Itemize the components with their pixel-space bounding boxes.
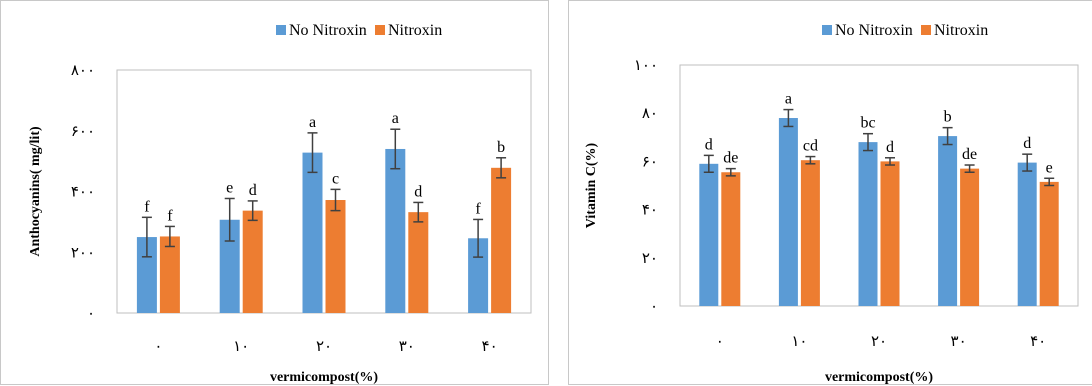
error-bar <box>247 200 258 222</box>
significance-letter: cd <box>803 138 818 155</box>
y-axis-title: Anthocyanins( mg/lit) <box>28 126 43 257</box>
error-bar <box>805 155 816 165</box>
x-category-label: ٠ <box>154 339 162 355</box>
bar-no-nitroxin <box>778 118 798 307</box>
error-bar <box>307 132 318 174</box>
x-category-label: ١٠ <box>233 339 249 355</box>
x-category-label: ٢٠ <box>316 339 332 355</box>
bar-nitroxin <box>960 168 980 306</box>
x-category-label: ۴٠ <box>482 339 498 355</box>
y-tick-label: ٢٠٠ <box>71 245 95 261</box>
y-tick-label: ۴٠ <box>642 203 658 219</box>
error-bar <box>141 216 152 258</box>
x-category-label: ٣٠ <box>399 339 415 355</box>
bar-nitroxin <box>1039 181 1059 306</box>
plot-area-frame <box>679 64 1079 307</box>
y-tick-label: ٠ <box>650 299 658 315</box>
x-category-label: ١٠ <box>791 334 807 350</box>
error-bar <box>703 154 714 173</box>
bar-no-nitroxin <box>699 163 719 306</box>
y-tick-label: ١٠٠ <box>634 58 658 74</box>
y-tick-label: ٨٠٠ <box>71 63 95 79</box>
bar-no-nitroxin <box>219 219 240 313</box>
bar-no-nitroxin <box>1017 162 1037 306</box>
legend-swatch-nitroxin <box>921 25 931 35</box>
error-bar <box>1022 153 1033 172</box>
significance-letter: a <box>392 110 399 127</box>
error-bar <box>164 225 175 248</box>
legend-label-no-nitroxin: No Nitroxin <box>289 22 367 39</box>
bar-no-nitroxin <box>302 152 323 313</box>
significance-letter: d <box>414 183 422 200</box>
y-axis-title: Vitamin C(%) <box>584 142 599 228</box>
x-category-label: ٠ <box>716 334 724 350</box>
error-bar <box>725 167 736 177</box>
anthocyanins-chart-panel: ٠ ٢٠٠ ۴٠٠ ۶٠٠ ٨٠٠ Anthocyanins( mg/lit) vermic… <box>0 0 549 385</box>
x-category-label: ۴٠ <box>1030 334 1046 350</box>
error-bar <box>942 126 953 146</box>
error-bar <box>1044 177 1055 187</box>
significance-letter: e <box>1046 159 1053 176</box>
error-bar <box>390 128 401 170</box>
error-bar <box>473 218 484 258</box>
error-bar <box>964 164 975 173</box>
x-category-label: ٢٠ <box>871 334 887 350</box>
y-tick-label: ٠ <box>87 306 95 322</box>
y-tick-label: ۶٠ <box>642 154 658 170</box>
y-tick-label: ۶٠٠ <box>71 124 95 140</box>
error-bar <box>496 157 507 179</box>
x-category-label: ٣٠ <box>951 334 967 350</box>
plot-area-frame <box>116 69 532 314</box>
bar-nitroxin <box>880 161 900 306</box>
bar-no-nitroxin <box>385 148 406 313</box>
significance-letter: de <box>723 150 738 167</box>
error-bar <box>224 197 235 242</box>
error-bar <box>885 157 895 166</box>
x-axis-title: vermicompost(%) <box>270 370 378 385</box>
error-bar <box>863 132 873 152</box>
bar-nitroxin <box>721 172 741 306</box>
significance-letter: f <box>144 198 150 215</box>
legend-swatch-no-nitroxin <box>276 25 286 35</box>
significance-letter: d <box>705 136 713 153</box>
bar-nitroxin <box>800 160 820 306</box>
significance-letter: c <box>332 170 339 187</box>
significance-letter: a <box>785 91 792 108</box>
significance-letter: bc <box>860 115 875 132</box>
significance-letter: b <box>944 109 952 126</box>
significance-letter: d <box>886 139 894 156</box>
vitamin-c-chart: ٠ ٢٠ ۴٠ ۶٠ ٨٠ ١٠٠ Vitamin C(%) vermicompost(%) ٠… <box>584 22 1079 385</box>
significance-letter: d <box>249 182 257 199</box>
legend-label-no-nitroxin: No Nitroxin <box>835 22 913 39</box>
bar-no-nitroxin <box>858 142 878 306</box>
bar-nitroxin <box>242 210 263 313</box>
significance-letter: e <box>226 179 233 196</box>
significance-letter: f <box>167 207 173 224</box>
legend-swatch-no-nitroxin <box>822 25 832 35</box>
bar-no-nitroxin <box>136 237 157 313</box>
significance-letter: de <box>962 146 977 163</box>
y-tick-label: ۴٠٠ <box>71 185 95 201</box>
error-bar <box>330 188 341 212</box>
bar-no-nitroxin <box>938 136 958 306</box>
legend-label-nitroxin: Nitroxin <box>934 22 988 39</box>
legend-swatch-nitroxin <box>375 25 385 35</box>
significance-letter: b <box>497 139 505 156</box>
bar-nitroxin <box>408 212 429 313</box>
error-bar <box>413 201 424 223</box>
significance-letter: f <box>475 200 481 217</box>
y-tick-label: ٢٠ <box>642 251 658 267</box>
significance-letter: d <box>1023 135 1031 152</box>
y-tick-label: ٨٠ <box>642 106 658 122</box>
bar-nitroxin <box>159 236 180 313</box>
bar-nitroxin <box>325 200 346 313</box>
x-axis-title: vermicompost(%) <box>825 370 933 385</box>
significance-letter: a <box>309 114 316 131</box>
error-bar <box>783 108 794 128</box>
legend-label-nitroxin: Nitroxin <box>388 22 442 39</box>
vitamin-c-chart-panel: ٠ ٢٠ ۴٠ ۶٠ ٨٠ ١٠٠ Vitamin C(%) vermicompost(%) ٠… <box>568 0 1092 385</box>
bar-nitroxin <box>491 167 512 313</box>
